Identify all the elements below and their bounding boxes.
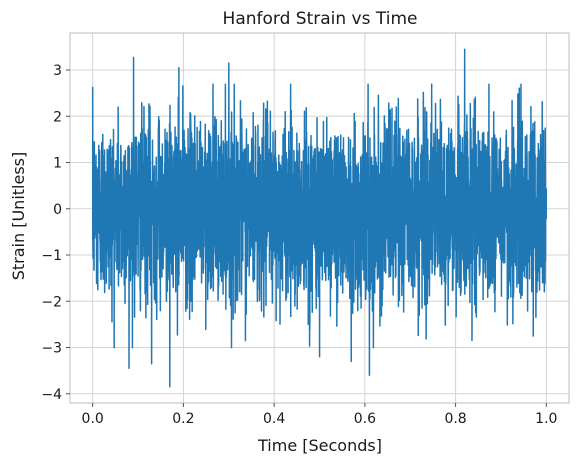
x-tick-label: 1.0 (535, 411, 557, 427)
x-tick-label: 0.6 (354, 411, 376, 427)
x-tick-label: 0.2 (172, 411, 194, 427)
strain-series-line (91, 48, 548, 388)
plot-frame (69, 32, 570, 404)
y-tick-label: 0 (53, 202, 62, 218)
y-tick-label: −4 (41, 387, 62, 403)
y-ticks: −4 −3 −2 −1 0 1 2 3 (41, 63, 70, 403)
x-ticks: 0.0 0.2 0.4 0.6 0.8 1.0 (82, 403, 557, 427)
series-layer (91, 48, 548, 388)
x-tick-label: 0.0 (82, 411, 104, 427)
y-tick-label: −2 (41, 294, 62, 310)
x-tick-label: 0.8 (444, 411, 466, 427)
chart-title: Hanford Strain vs Time (223, 9, 418, 29)
y-tick-label: 1 (53, 156, 62, 172)
y-tick-label: 3 (53, 63, 62, 79)
y-tick-label: −1 (41, 248, 62, 264)
x-axis-label: Time [Seconds] (257, 436, 382, 455)
y-tick-label: −3 (41, 341, 62, 357)
y-axis-label: Strain [Unitless] (9, 152, 28, 281)
y-tick-label: 2 (53, 109, 62, 125)
x-tick-label: 0.4 (263, 411, 285, 427)
